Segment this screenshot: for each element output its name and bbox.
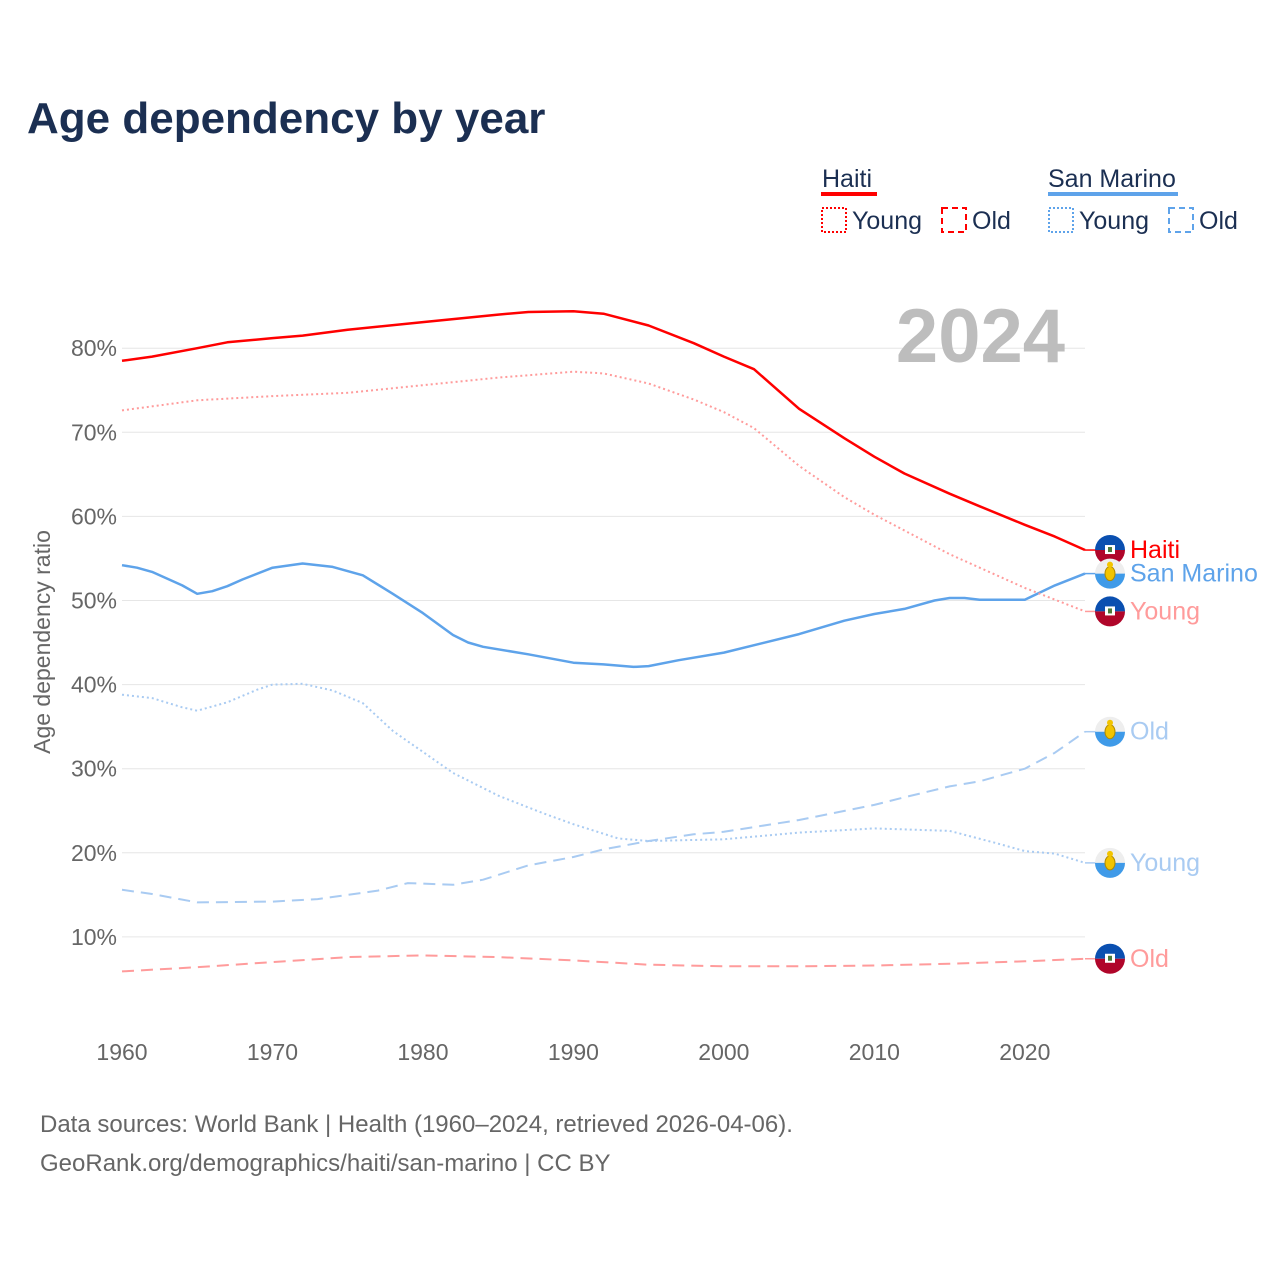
series-line-haiti-young: [121, 370, 1086, 613]
haiti-flag-icon: [1095, 943, 1125, 974]
legend-haiti-young[interactable]: Young: [852, 207, 922, 235]
end-label: San Marino: [1130, 560, 1258, 588]
x-tick-label: 1960: [96, 1039, 147, 1065]
haiti-flag-icon: [1095, 596, 1125, 627]
legend-dotted-icon: [821, 207, 847, 233]
legend-san-marino-swatch: [1048, 192, 1178, 196]
legend-dashed-icon: [941, 207, 967, 233]
legend-san-marino-young[interactable]: Young: [1079, 207, 1149, 235]
x-axis: 1960 1970 1980 1990 2000 2010 2020: [96, 1039, 1050, 1065]
legend-haiti-old[interactable]: Old: [972, 207, 1011, 235]
end-label: Old: [1130, 718, 1169, 746]
end-label: Young: [1130, 849, 1200, 877]
series-lines: [121, 309, 1086, 973]
y-tick-label: 80%: [71, 335, 117, 361]
end-label: Old: [1130, 945, 1169, 973]
y-tick-label: 60%: [71, 503, 117, 529]
data-source: Data sources: World Bank | Health (1960–…: [40, 1111, 793, 1138]
grid: [122, 347, 1085, 938]
y-tick-label: 50%: [71, 588, 117, 614]
series-line-san-marino: [121, 562, 1086, 669]
san-marino-flag-icon: [1095, 716, 1125, 747]
legend-dashed-icon: [1168, 207, 1194, 233]
x-tick-label: 2010: [849, 1039, 900, 1065]
chart-title: Age dependency by year: [27, 94, 545, 143]
legend-dotted-icon: [1048, 207, 1074, 233]
legend-san-marino-old[interactable]: Old: [1199, 207, 1238, 235]
attribution-link[interactable]: GeoRank.org/demographics/haiti/san-marin…: [40, 1150, 611, 1177]
x-tick-label: 2000: [698, 1039, 749, 1065]
y-tick-label: 30%: [71, 756, 117, 782]
y-tick-label: 70%: [71, 419, 117, 445]
x-tick-label: 1970: [247, 1039, 298, 1065]
series-line-san-marino-young: [121, 682, 1086, 864]
legend-haiti[interactable]: Haiti: [822, 165, 872, 193]
series-line-san-marino-old: [121, 730, 1086, 904]
year-watermark: 2024: [896, 294, 1065, 379]
legend-san-marino[interactable]: San Marino: [1048, 165, 1176, 193]
y-axis-label: Age dependency ratio: [29, 530, 55, 754]
y-tick-label: 10%: [71, 924, 117, 950]
legend-haiti-swatch: [821, 192, 877, 196]
y-tick-label: 20%: [71, 840, 117, 866]
end-label: Haiti: [1130, 536, 1180, 564]
y-tick-label: 40%: [71, 672, 117, 698]
x-tick-label: 1980: [397, 1039, 448, 1065]
san-marino-flag-icon: [1095, 847, 1125, 878]
x-tick-label: 2020: [999, 1039, 1050, 1065]
x-tick-label: 1990: [548, 1039, 599, 1065]
y-axis: 10% 20% 30% 40% 50% 60% 70% 80%: [71, 335, 117, 950]
end-label: Young: [1130, 597, 1200, 625]
legend[interactable]: Haiti Young Old San Marino Young Old: [821, 165, 1238, 235]
series-line-haiti-old: [121, 954, 1086, 973]
series-line-haiti: [121, 309, 1086, 552]
san-marino-flag-icon: [1095, 558, 1125, 589]
